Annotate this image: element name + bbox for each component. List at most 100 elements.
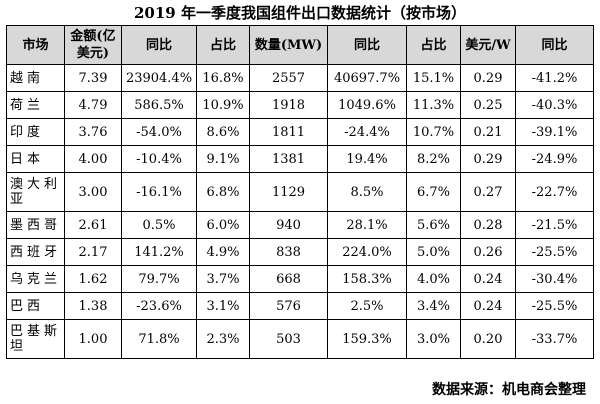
cell-amount-share: 16.8%	[196, 64, 250, 92]
cell-amount-share: 9.1%	[196, 145, 250, 173]
table-title: 2019 年一季度我国组件出口数据统计（按市场）	[134, 4, 466, 22]
cell-volume: 503	[249, 319, 328, 359]
cell-amount-yoy: 0.5%	[121, 211, 197, 239]
table-row: 越南 7.39 23904.4% 16.8% 2557 40697.7% 15.…	[6, 64, 594, 92]
cell-amount: 1.38	[64, 292, 122, 320]
cell-market: 荷兰	[6, 91, 65, 119]
cell-amount: 4.79	[64, 91, 122, 119]
cell-volume: 2557	[249, 64, 328, 92]
cell-price-yoy: -41.2%	[515, 64, 594, 92]
export-data-table: 市场 金额(亿美元) 同比 占比 数量(MW) 同比 占比 美元/W 同比 越南…	[6, 25, 594, 359]
cell-price: 0.24	[460, 265, 516, 293]
cell-amount-yoy: -23.6%	[121, 292, 197, 320]
table-row: 日本 4.00 -10.4% 9.1% 1381 19.4% 8.2% 0.29…	[6, 145, 594, 173]
cell-price: 0.29	[460, 64, 516, 92]
header-amount-yoy: 同比	[121, 25, 197, 65]
cell-amount: 3.00	[64, 172, 122, 212]
table-row: 墨西哥 2.61 0.5% 6.0% 940 28.1% 5.6% 0.28 -…	[6, 211, 594, 239]
cell-volume-yoy: 159.3%	[327, 319, 407, 359]
cell-volume-yoy: -24.4%	[327, 118, 407, 146]
cell-amount: 2.61	[64, 211, 122, 239]
cell-market: 越南	[6, 64, 65, 92]
cell-amount: 3.76	[64, 118, 122, 146]
cell-amount-share: 3.1%	[196, 292, 250, 320]
header-volume: 数量(MW)	[249, 25, 328, 65]
cell-price: 0.21	[460, 118, 516, 146]
cell-volume-share: 4.0%	[406, 265, 461, 293]
cell-price-yoy: -21.5%	[515, 211, 594, 239]
cell-amount: 1.00	[64, 319, 122, 359]
cell-price: 0.27	[460, 172, 516, 212]
cell-volume-yoy: 40697.7%	[327, 64, 407, 92]
cell-volume-yoy: 158.3%	[327, 265, 407, 293]
cell-market: 印度	[6, 118, 65, 146]
header-volume-yoy: 同比	[327, 25, 407, 65]
cell-volume: 668	[249, 265, 328, 293]
cell-amount-share: 2.3%	[196, 319, 250, 359]
cell-volume: 1381	[249, 145, 328, 173]
cell-amount-yoy: 79.7%	[121, 265, 197, 293]
cell-volume: 1918	[249, 91, 328, 119]
cell-amount-share: 4.9%	[196, 238, 250, 266]
header-amount-share: 占比	[196, 25, 250, 65]
cell-price: 0.25	[460, 91, 516, 119]
cell-amount-share: 10.9%	[196, 91, 250, 119]
table-row: 乌克兰 1.62 79.7% 3.7% 668 158.3% 4.0% 0.24…	[6, 265, 594, 293]
header-volume-share: 占比	[406, 25, 461, 65]
cell-volume-share: 15.1%	[406, 64, 461, 92]
cell-amount-share: 6.0%	[196, 211, 250, 239]
cell-volume: 576	[249, 292, 328, 320]
cell-volume-yoy: 8.5%	[327, 172, 407, 212]
table-row: 巴基斯坦 1.00 71.8% 2.3% 503 159.3% 3.0% 0.2…	[6, 319, 594, 359]
cell-volume-yoy: 224.0%	[327, 238, 407, 266]
cell-amount-share: 3.7%	[196, 265, 250, 293]
cell-market: 巴西	[6, 292, 65, 320]
cell-price: 0.24	[460, 292, 516, 320]
cell-volume-yoy: 1049.6%	[327, 91, 407, 119]
cell-amount-share: 6.8%	[196, 172, 250, 212]
cell-market: 西班牙	[6, 238, 65, 266]
header-row: 市场 金额(亿美元) 同比 占比 数量(MW) 同比 占比 美元/W 同比	[6, 25, 594, 65]
header-market: 市场	[6, 25, 65, 65]
cell-volume-share: 10.7%	[406, 118, 461, 146]
cell-price-yoy: -33.7%	[515, 319, 594, 359]
cell-amount-yoy: -10.4%	[121, 145, 197, 173]
cell-price: 0.28	[460, 211, 516, 239]
cell-volume-share: 8.2%	[406, 145, 461, 173]
cell-price-yoy: -25.5%	[515, 238, 594, 266]
cell-amount: 4.00	[64, 145, 122, 173]
header-price-yoy: 同比	[515, 25, 594, 65]
cell-amount-yoy: 23904.4%	[121, 64, 197, 92]
cell-volume-share: 11.3%	[406, 91, 461, 119]
header-amount: 金额(亿美元)	[64, 25, 122, 65]
cell-amount-yoy: 586.5%	[121, 91, 197, 119]
cell-price-yoy: -24.9%	[515, 145, 594, 173]
cell-amount-share: 8.6%	[196, 118, 250, 146]
table-row: 印度 3.76 -54.0% 8.6% 1811 -24.4% 10.7% 0.…	[6, 118, 594, 146]
cell-volume-share: 6.7%	[406, 172, 461, 212]
cell-amount-yoy: 71.8%	[121, 319, 197, 359]
cell-market: 墨西哥	[6, 211, 65, 239]
cell-market: 澳大利亚	[6, 172, 65, 212]
cell-price: 0.20	[460, 319, 516, 359]
cell-price-yoy: -30.4%	[515, 265, 594, 293]
cell-volume-yoy: 2.5%	[327, 292, 407, 320]
cell-price-yoy: -25.5%	[515, 292, 594, 320]
cell-amount: 2.17	[64, 238, 122, 266]
cell-price: 0.29	[460, 145, 516, 173]
cell-price: 0.26	[460, 238, 516, 266]
cell-amount: 1.62	[64, 265, 122, 293]
cell-volume-share: 3.4%	[406, 292, 461, 320]
cell-market: 巴基斯坦	[6, 319, 65, 359]
table-row: 荷兰 4.79 586.5% 10.9% 1918 1049.6% 11.3% …	[6, 91, 594, 119]
header-price: 美元/W	[460, 25, 516, 65]
cell-price-yoy: -40.3%	[515, 91, 594, 119]
cell-market: 日本	[6, 145, 65, 173]
cell-volume-share: 5.6%	[406, 211, 461, 239]
cell-amount-yoy: 141.2%	[121, 238, 197, 266]
cell-volume: 838	[249, 238, 328, 266]
cell-amount: 7.39	[64, 64, 122, 92]
cell-volume-share: 5.0%	[406, 238, 461, 266]
cell-volume-share: 3.0%	[406, 319, 461, 359]
cell-volume: 1811	[249, 118, 328, 146]
